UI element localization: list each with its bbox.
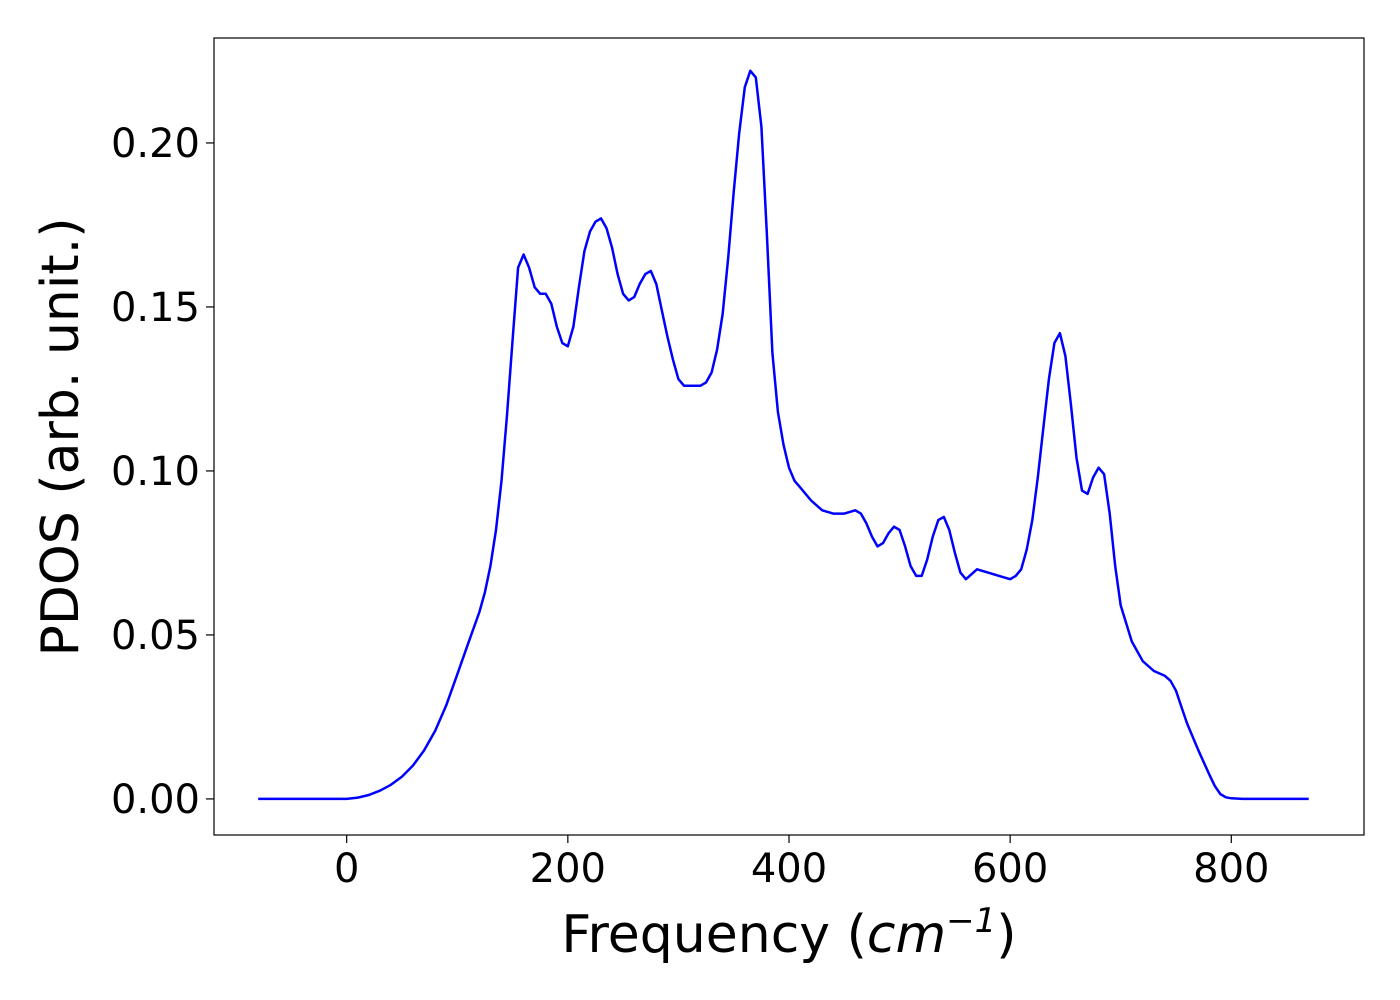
pdos-series-line: [258, 69, 1309, 801]
x-tick-label: 200: [530, 846, 606, 892]
y-axis-ticks: 0.00 0.05 0.10 0.15 0.20: [111, 121, 214, 823]
y-tick-label: 0.00: [111, 777, 200, 823]
x-axis-label: Frequency (cm−1): [561, 901, 1016, 965]
plot-area-frame: [213, 37, 1365, 836]
y-tick-label: 0.20: [111, 121, 200, 167]
x-axis-ticks: 0 200 400 600 800: [334, 835, 1269, 892]
y-tick-label: 0.10: [111, 449, 200, 495]
x-tick-label: 800: [1193, 846, 1269, 892]
x-tick-label: 400: [751, 846, 827, 892]
x-tick-label: 0: [334, 846, 359, 892]
y-tick-label: 0.05: [111, 613, 200, 659]
series-layer: [258, 69, 1309, 801]
y-axis-label: PDOS (arb. unit.): [31, 217, 91, 656]
x-tick-label: 600: [972, 846, 1048, 892]
y-tick-label: 0.15: [111, 285, 200, 331]
